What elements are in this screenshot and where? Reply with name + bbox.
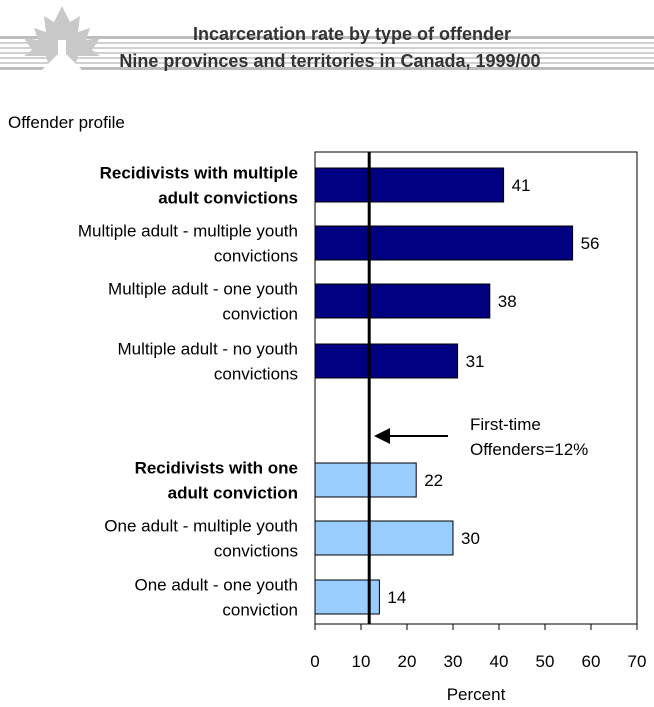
bar-value-label-6: 30 — [461, 529, 480, 548]
category-labels: Recidivists with multiple adult convictio… — [78, 164, 298, 620]
chart-title-line-2: Nine provinces and territories in Canada… — [119, 51, 540, 71]
bar-value-label-4: 31 — [466, 352, 485, 371]
x-tick-label-0: 0 — [310, 652, 319, 671]
bar-2 — [314, 225, 574, 261]
bar-value-label-3: 38 — [498, 292, 517, 311]
bar-value-label-5: 22 — [424, 471, 443, 490]
category-label-6-line-2: convictions — [214, 542, 298, 561]
bar-5 — [314, 462, 417, 498]
x-tick-label-10: 10 — [352, 652, 371, 671]
bar-group: 41 56 38 31 22 30 14 — [314, 167, 600, 615]
reference-arrow-head — [374, 428, 390, 444]
category-label-7-line-1: One adult - one youth — [134, 576, 298, 595]
bar-6 — [314, 520, 454, 556]
reference-label-line-1: First-time — [470, 415, 541, 434]
x-tick-label-70: 70 — [628, 652, 647, 671]
category-label-5-line-1: Recidivists with one — [135, 459, 298, 478]
bar-3 — [314, 283, 491, 319]
chart-title-line-1: Incarceration rate by type of offender — [193, 24, 511, 44]
category-label-6-line-1: One adult - multiple youth — [104, 517, 298, 536]
bar-4 — [314, 343, 459, 379]
bar-value-label-1: 41 — [512, 176, 531, 195]
x-tick-label-30: 30 — [444, 652, 463, 671]
x-tick-label-40: 40 — [490, 652, 509, 671]
category-label-7-line-2: conviction — [222, 601, 298, 620]
reference-label-line-2: Offenders=12% — [470, 440, 588, 459]
bar-value-label-7: 14 — [387, 588, 406, 607]
category-label-4-line-1: Multiple adult - no youth — [118, 340, 299, 359]
category-label-3-line-2: conviction — [222, 305, 298, 324]
bar-value-label-2: 56 — [581, 234, 600, 253]
bar-1 — [314, 167, 505, 203]
x-tick-label-60: 60 — [582, 652, 601, 671]
category-label-4-line-2: convictions — [214, 365, 298, 384]
x-tick-label-20: 20 — [398, 652, 417, 671]
y-axis-title: Offender profile — [8, 113, 125, 132]
category-label-1-line-2: adult convictions — [158, 189, 298, 208]
x-tick-label-50: 50 — [536, 652, 555, 671]
plot-area-frame — [314, 151, 638, 625]
reference-line-group: First-time Offenders=12% — [367, 152, 588, 624]
category-label-3-line-1: Multiple adult - one youth — [108, 280, 298, 299]
x-axis-ticks: 0 10 20 30 40 50 60 70 — [310, 624, 646, 671]
category-label-5-line-2: adult conviction — [168, 484, 298, 503]
category-label-2-line-2: convictions — [214, 247, 298, 266]
category-label-2-line-1: Multiple adult - multiple youth — [78, 222, 298, 241]
x-axis-label: Percent — [447, 685, 506, 704]
maple-leaf-logo — [24, 6, 100, 78]
category-label-1-line-1: Recidivists with multiple — [100, 164, 298, 183]
header-banner: Incarceration rate by type of offender N… — [0, 6, 654, 78]
